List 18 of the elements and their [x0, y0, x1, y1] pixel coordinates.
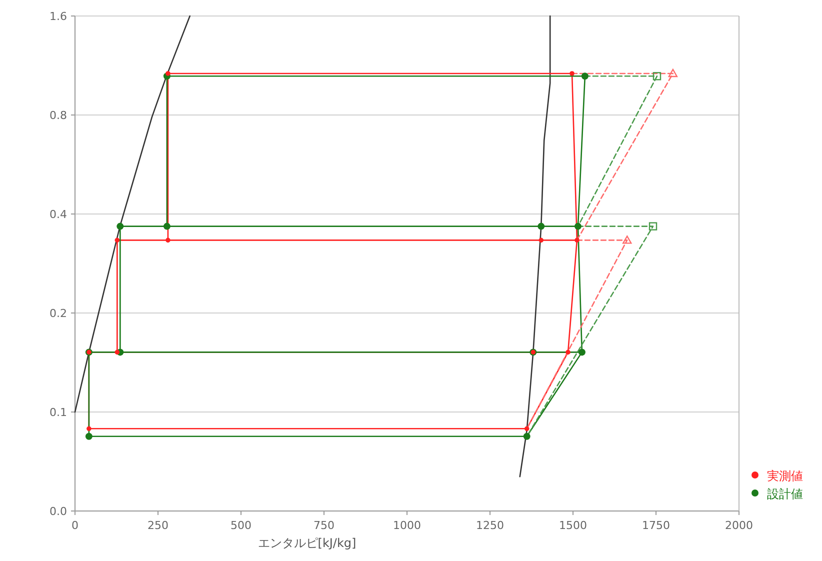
y-tick-label: 0.4 [50, 208, 67, 221]
x-tick-label: 500 [230, 519, 252, 532]
x-tick-label: 1500 [559, 519, 587, 532]
x-tick-label: 2000 [725, 519, 753, 532]
y-tick-label: 0.8 [50, 109, 67, 122]
y-tick-label: 1.6 [50, 10, 67, 23]
x-tick-label: 1000 [393, 519, 421, 532]
x-tick-label: 750 [314, 519, 334, 532]
y-tick-label: 0.1 [50, 406, 67, 419]
y-tick-label: 0.0 [50, 505, 67, 518]
x-tick-label: 0 [72, 519, 78, 532]
x-tick-label: 250 [148, 519, 168, 532]
x-tick-label: 1250 [476, 519, 504, 532]
legend-label: 実測値 [767, 469, 803, 483]
x-axis-title: エンタルピ[kJ/kg] [258, 536, 356, 550]
y-tick-label: 0.2 [50, 307, 67, 320]
legend-label: 設計値 [767, 487, 803, 501]
x-tick-label: 1750 [642, 519, 670, 532]
